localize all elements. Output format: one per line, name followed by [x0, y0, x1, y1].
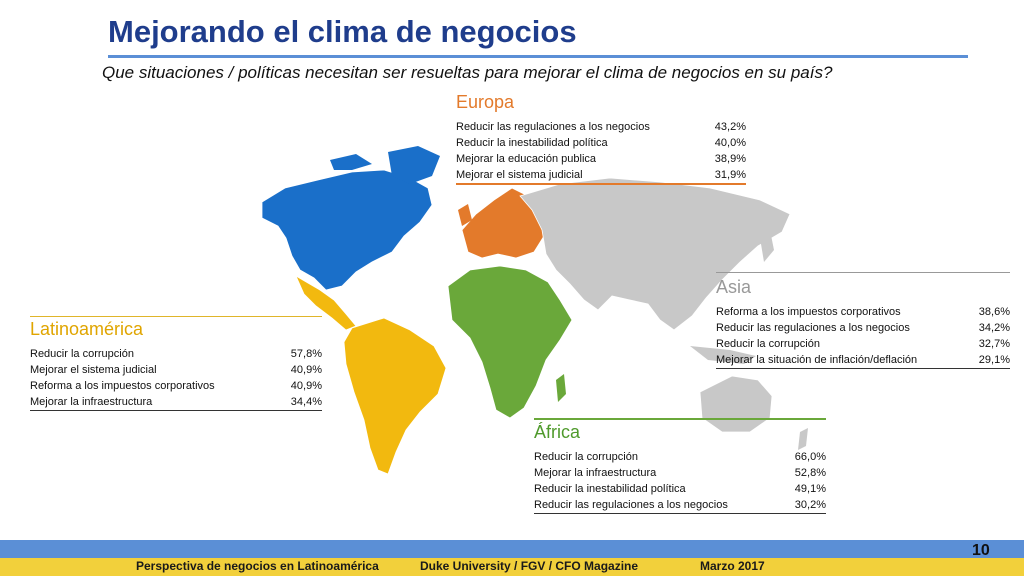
row-value: 38,9% — [714, 153, 746, 165]
row-label: Reducir la corrupción — [716, 338, 820, 350]
table-row: Reducir la corrupción 66,0% — [534, 449, 826, 465]
asia-shape — [519, 177, 791, 331]
table-row: Reducir las regulaciones a los negocios 3… — [534, 497, 826, 514]
row-value: 34,4% — [279, 394, 322, 411]
latinoamerica-heading: Latinoamérica — [30, 319, 144, 339]
row-label: Mejorar la educación publica — [456, 153, 597, 165]
row-label: Reducir la inestabilidad política — [456, 137, 608, 149]
japan-shape — [760, 230, 774, 262]
table-row: Mejorar el sistema judicial 40,9% — [30, 362, 322, 378]
row-value: 52,8% — [794, 467, 826, 479]
row-value: 49,1% — [794, 483, 826, 495]
row-label: Reducir las regulaciones a los negocios — [716, 322, 910, 334]
africa-table: Reducir la corrupción 66,0% Mejorar la in… — [534, 449, 826, 514]
latinoamerica-panel: Latinoamérica Reducir la corrupción 57,8%… — [30, 316, 322, 411]
europa-table: Reducir las regulaciones a los negocios 4… — [456, 119, 746, 185]
north-america-shape — [261, 169, 433, 291]
row-value: 57,8% — [290, 348, 322, 360]
table-row: Reducir las regulaciones a los negocios 4… — [456, 119, 746, 135]
europa-heading: Europa — [456, 92, 515, 112]
europa-panel: Europa Reducir las regulaciones a los ne… — [456, 92, 746, 185]
footer-bar-yellow — [0, 558, 1024, 576]
row-value: 38,6% — [978, 306, 1010, 318]
africa-panel: África Reducir la corrupción 66,0% Mejora… — [534, 418, 826, 514]
row-label: Reforma a los impuestos corporativos — [716, 306, 901, 318]
row-value: 34,2% — [978, 322, 1010, 334]
row-value: 66,0% — [794, 451, 826, 463]
table-row: Reducir la inestabilidad política 40,0% — [456, 135, 746, 151]
south-america-shape — [343, 317, 447, 475]
footer-right-text: Marzo 2017 — [700, 559, 765, 573]
row-value: 40,0% — [714, 137, 746, 149]
madagascar-shape — [556, 374, 566, 402]
title-underline — [108, 55, 968, 58]
row-label: Reducir la corrupción — [30, 348, 134, 360]
greenland-shape — [388, 146, 440, 184]
row-value: 29,1% — [970, 352, 1010, 369]
row-label: Mejorar el sistema judicial — [30, 364, 157, 376]
new-zealand-shape — [798, 428, 808, 450]
latinoamerica-table: Reducir la corrupción 57,8% Mejorar el si… — [30, 346, 322, 411]
africa-shape — [447, 265, 573, 419]
africa-heading: África — [534, 422, 581, 442]
slide-title: Mejorando el clima de negocios — [108, 14, 577, 49]
slide-subtitle: Que situaciones / políticas necesitan se… — [102, 63, 833, 82]
footer-center-text: Duke University / FGV / CFO Magazine — [420, 559, 639, 573]
asia-table: Reforma a los impuestos corporativos 38,6… — [716, 304, 1010, 369]
page-number: 10 — [972, 542, 990, 559]
footer-left-text: Perspectiva de negocios en Latinoamérica — [136, 559, 379, 573]
row-value: 31,9% — [705, 167, 746, 185]
row-value: 40,9% — [290, 380, 322, 392]
table-row: Reforma a los impuestos corporativos 40,9… — [30, 378, 322, 394]
table-row: Mejorar la educación publica 38,9% — [456, 151, 746, 167]
table-row: Reforma a los impuestos corporativos 38,6… — [716, 304, 1010, 320]
uk-shape — [458, 204, 472, 226]
row-label: Mejorar el sistema judicial — [456, 167, 706, 185]
row-label: Mejorar la situación de inflación/deflac… — [716, 352, 971, 369]
row-label: Mejorar la infraestructura — [30, 394, 280, 411]
row-label: Mejorar la infraestructura — [534, 467, 657, 479]
central-america-shape — [295, 275, 357, 331]
table-row: Reducir la corrupción 57,8% — [30, 346, 322, 362]
row-value: 30,2% — [785, 497, 826, 514]
row-label: Reforma a los impuestos corporativos — [30, 380, 215, 392]
row-label: Reducir las regulaciones a los negocios — [534, 497, 786, 514]
table-row: Mejorar la infraestructura 34,4% — [30, 394, 322, 411]
table-row: Mejorar la infraestructura 52,8% — [534, 465, 826, 481]
table-row: Reducir la inestabilidad política 49,1% — [534, 481, 826, 497]
asia-heading: Asia — [716, 277, 752, 297]
arctic-islands-shape — [330, 154, 372, 170]
table-row: Reducir las regulaciones a los negocios 3… — [716, 320, 1010, 336]
row-value: 43,2% — [714, 121, 746, 133]
asia-panel: Asia Reforma a los impuestos corporativo… — [716, 272, 1010, 369]
row-value: 32,7% — [978, 338, 1010, 350]
row-label: Reducir las regulaciones a los negocios — [456, 121, 650, 133]
row-label: Reducir la corrupción — [534, 451, 638, 463]
row-value: 40,9% — [290, 364, 322, 376]
table-row: Mejorar el sistema judicial 31,9% — [456, 167, 746, 185]
table-row: Reducir la corrupción 32,7% — [716, 336, 1010, 352]
table-row: Mejorar la situación de inflación/deflac… — [716, 352, 1010, 369]
row-label: Reducir la inestabilidad política — [534, 483, 686, 495]
